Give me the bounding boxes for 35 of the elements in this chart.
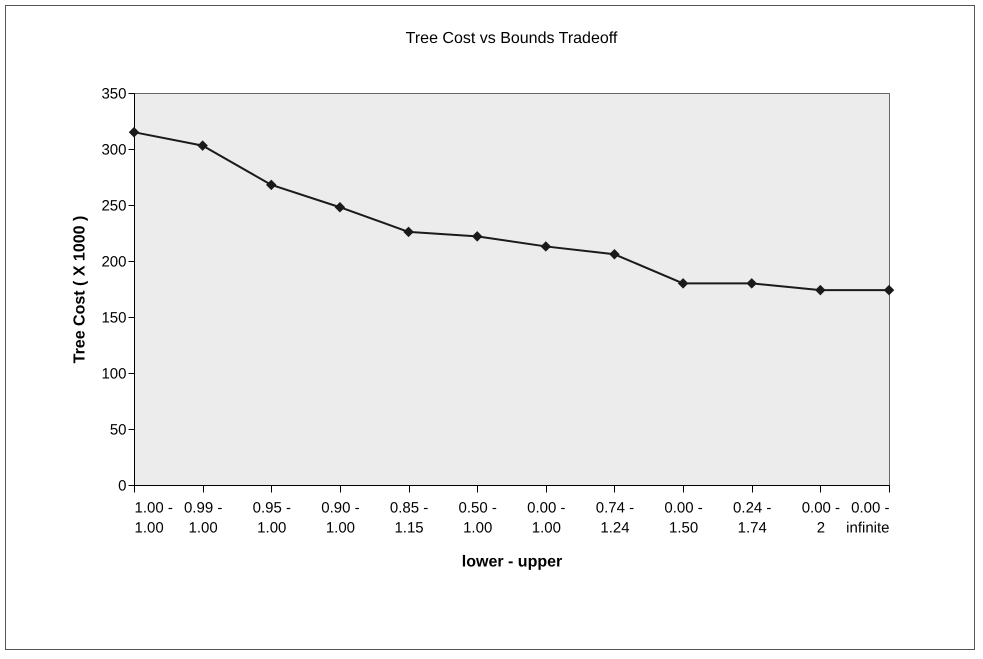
point xyxy=(540,241,552,252)
x-tick-label: 0.90 - 1.00 xyxy=(321,500,360,536)
point xyxy=(884,284,894,296)
point xyxy=(266,180,277,190)
x-tick-label: 0.00 - 2 xyxy=(802,500,840,536)
y-tick-label: 150 xyxy=(101,310,126,326)
x-tick-label: 0.50 - 1.00 xyxy=(458,500,497,536)
point xyxy=(746,278,757,289)
point xyxy=(815,284,826,296)
chart-title: Tree Cost vs Bounds Tradeoff xyxy=(406,30,618,47)
point xyxy=(472,231,482,242)
y-tick-label: 300 xyxy=(101,142,126,158)
y-tick-label: 50 xyxy=(110,422,126,438)
point xyxy=(197,140,208,151)
y-axis-title: Tree Cost ( X 1000 ) xyxy=(71,216,88,364)
y-tick-label: 200 xyxy=(101,254,126,270)
point xyxy=(678,278,688,289)
x-axis-title: lower - upper xyxy=(462,554,562,570)
y-tick-label: 0 xyxy=(118,478,126,494)
y-tick-label: 350 xyxy=(101,86,126,102)
point xyxy=(609,249,620,260)
x-tick-label: 0.24 - 1.74 xyxy=(733,500,772,536)
x-tick-label: 0.95 - 1.00 xyxy=(252,500,291,536)
y-tick-label: 250 xyxy=(101,198,126,214)
x-tick-label: 0.74 - 1.24 xyxy=(596,500,634,536)
x-tick-label: 0.99 - 1.00 xyxy=(184,500,222,536)
y-tick-label: 100 xyxy=(101,366,126,382)
x-tick-label: 0.00 - infinite xyxy=(846,500,890,536)
point xyxy=(403,226,414,238)
point xyxy=(128,126,140,138)
x-tick-label: 0.00 - 1.50 xyxy=(664,500,703,536)
x-tick-label: 0.85 - 1.15 xyxy=(390,500,428,536)
point xyxy=(334,202,346,212)
x-tick-label: 1.00 - 1.00 xyxy=(134,500,173,536)
x-tick-label: 0.00 - 1.00 xyxy=(527,500,566,536)
